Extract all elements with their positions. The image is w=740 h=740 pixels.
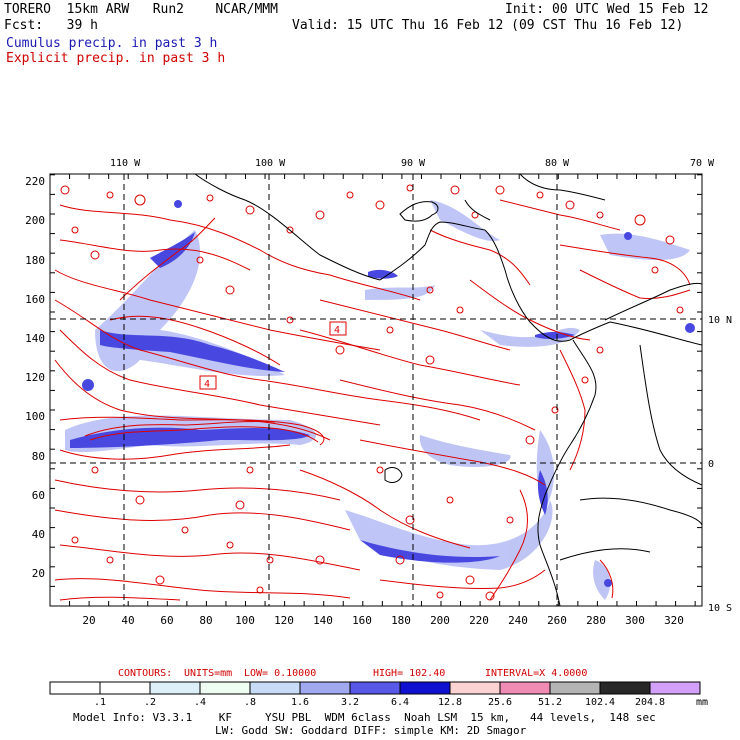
lat-lon-grid [50, 174, 702, 606]
colorbar-swatch [149, 681, 201, 695]
explicit-legend-label: Explicit precip. in past 3 h [6, 51, 226, 66]
colorbar-swatch [49, 681, 101, 695]
bottom-grid-labels: 20 40 60 80 100 120 140 160 180 200 220 … [82, 614, 684, 627]
forecast-hour: Fcst: 39 h [4, 18, 98, 33]
y-grid-label: 60 [32, 489, 45, 502]
colorbar-label: .2 [144, 697, 156, 708]
colorbar-swatch [249, 681, 301, 695]
x-grid-label: 240 [508, 614, 528, 627]
x-grid-label: 20 [82, 614, 95, 627]
y-grid-label: 100 [25, 410, 45, 423]
init-time: Init: 00 UTC Wed 15 Feb 12 [505, 2, 709, 17]
map-field [50, 174, 702, 606]
y-grid-label: 200 [25, 214, 45, 227]
x-grid-label: 160 [352, 614, 372, 627]
interval-label: INTERVAL=X 4.0000 [485, 668, 587, 679]
lat-label: 0 [708, 459, 714, 470]
colorbar-swatch [649, 681, 701, 695]
y-grid-label: 20 [32, 567, 45, 580]
x-grid-label: 180 [391, 614, 411, 627]
max-marker-label: 4 [334, 325, 340, 336]
axis-ticks [49, 174, 702, 607]
y-grid-label: 220 [25, 175, 45, 188]
colorbar-label: .8 [244, 697, 256, 708]
x-grid-label: 300 [625, 614, 645, 627]
colorbar-label: 25.6 [488, 697, 512, 708]
colorbar-swatch [499, 681, 551, 695]
x-grid-label: 60 [160, 614, 173, 627]
y-grid-label: 40 [32, 528, 45, 541]
colorbar-swatch [399, 681, 451, 695]
model-title: TORERO 15km ARW Run2 NCAR/MMM [4, 2, 278, 17]
y-grid-label: 120 [25, 371, 45, 384]
lon-label: 110 W [110, 158, 141, 169]
lon-label: 80 W [545, 158, 570, 169]
colorbar-label: 3.2 [341, 697, 359, 708]
max-marker-label: 4 [204, 379, 210, 390]
x-grid-label: 120 [274, 614, 294, 627]
coastlines [194, 174, 702, 606]
y-grid-label: 180 [25, 254, 45, 267]
high-label: HIGH= 102.40 [373, 668, 445, 679]
low-label: LOW= 0.10000 [244, 668, 316, 679]
x-grid-label: 100 [235, 614, 255, 627]
colorbar-label: 6.4 [391, 697, 409, 708]
right-latitude-labels: 10 N 0 10 S [708, 315, 732, 614]
explicit-precip-contours [54, 184, 691, 601]
colorbar-label: 51.2 [538, 697, 562, 708]
max-marker-boxes [199, 321, 347, 390]
lon-label: 70 W [690, 158, 715, 169]
colorbar-unit: mm [696, 697, 708, 708]
y-grid-label: 140 [25, 332, 45, 345]
x-grid-label: 220 [469, 614, 489, 627]
x-grid-label: 40 [121, 614, 134, 627]
colorbar-swatch [549, 681, 601, 695]
y-grid-label: 80 [32, 450, 45, 463]
colorbar-label: .4 [194, 697, 206, 708]
valid-time: Valid: 15 UTC Thu 16 Feb 12 (09 CST Thu … [292, 18, 684, 33]
contours-label: CONTOURS: [118, 668, 172, 679]
y-grid-label: 160 [25, 293, 45, 306]
lat-label: 10 N [708, 315, 732, 326]
x-grid-label: 80 [199, 614, 212, 627]
colorbar-label: 204.8 [635, 697, 665, 708]
colorbar-swatch [199, 681, 251, 695]
colorbar-label: 12.8 [438, 697, 462, 708]
colorbar-swatch [99, 681, 151, 695]
lon-label: 90 W [401, 158, 426, 169]
lon-label: 100 W [255, 158, 286, 169]
colorbar-swatch [599, 681, 651, 695]
colorbar-swatch [349, 681, 401, 695]
model-info-line: Model Info: V3.3.1 KF YSU PBL WDM 6class… [73, 711, 656, 724]
colorbar-label: 102.4 [585, 697, 615, 708]
x-grid-label: 140 [313, 614, 333, 627]
cumulus-legend-label: Cumulus precip. in past 3 h [6, 36, 218, 51]
colorbar-swatch [449, 681, 501, 695]
x-grid-label: 200 [430, 614, 450, 627]
colorbar-label: 1.6 [291, 697, 309, 708]
colorbar: .1 .2 .4 .8 1.6 3.2 6.4 12.8 25.6 51.2 102.4 204.8 [49, 681, 701, 708]
x-grid-label: 280 [586, 614, 606, 627]
colorbar-label: .1 [94, 697, 106, 708]
colorbar-swatch [299, 681, 351, 695]
contour-info: CONTOURS: UNITS=mm LOW= 0.10000 HIGH= 10… [118, 668, 587, 679]
top-longitude-labels: 110 W 100 W 90 W 80 W 70 W [110, 158, 715, 169]
left-grid-labels: 220 200 180 160 140 120 100 80 60 40 20 [25, 175, 45, 580]
x-grid-label: 260 [547, 614, 567, 627]
units-label: UNITS=mm [184, 668, 232, 679]
lat-label: 10 S [708, 603, 732, 614]
x-grid-label: 320 [664, 614, 684, 627]
physics-info-line: LW: Godd SW: Goddard DIFF: simple KM: 2D… [215, 724, 527, 737]
